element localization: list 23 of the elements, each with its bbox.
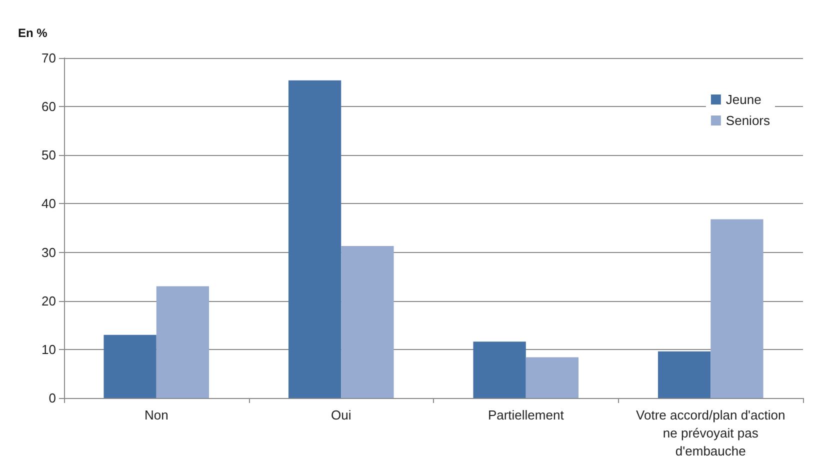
x-tick-label: Votre accord/plan d'action ne prévoyait pas d'embauche <box>636 408 786 458</box>
bar <box>156 286 210 398</box>
y-tick-label: 10 <box>42 342 56 357</box>
bar <box>104 334 156 398</box>
bar <box>526 357 579 398</box>
legend-label: Jeune <box>726 92 762 107</box>
legend-label: Seniors <box>726 113 770 128</box>
bar <box>473 342 526 398</box>
y-tick-label: 30 <box>42 244 56 260</box>
y-tick-label: 0 <box>48 390 56 406</box>
y-tick-label: 50 <box>42 148 56 163</box>
x-tick-label: Non <box>144 408 168 422</box>
y-tick-label: 60 <box>42 99 56 114</box>
y-tick-label: 70 <box>42 50 56 66</box>
bar <box>288 80 342 398</box>
bar <box>658 351 711 398</box>
y-tick-label: 20 <box>42 293 56 308</box>
bar <box>341 246 394 398</box>
x-tick-label: Oui <box>331 408 352 422</box>
bar <box>710 219 764 398</box>
y-tick-label: 40 <box>42 196 56 212</box>
y-axis-title: En % <box>18 26 48 40</box>
x-tick-label: Partiellement <box>488 408 564 422</box>
